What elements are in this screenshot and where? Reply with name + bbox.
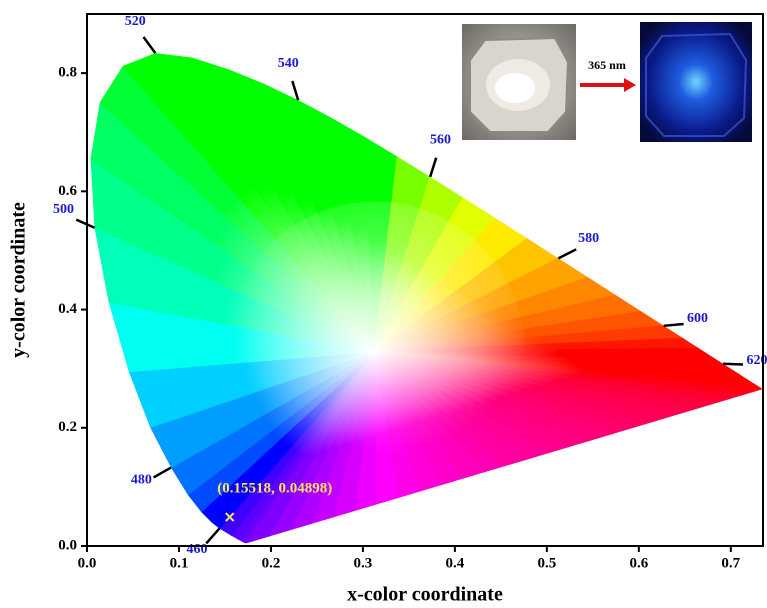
x-tick-label: 0.3: [354, 555, 373, 571]
x-tick-label: 0.6: [629, 555, 648, 571]
wavelength-tick: [664, 324, 684, 326]
y-tick-label: 0.6: [58, 183, 77, 199]
wavelength-tick: [154, 468, 171, 478]
chart: 4604805005205405605806006200.00.10.20.30…: [0, 0, 767, 608]
wavelength-label: 560: [430, 133, 451, 148]
wavelength-label: 580: [578, 231, 599, 246]
x-tick-label: 0.4: [446, 555, 465, 571]
y-tick-label: 0.2: [58, 419, 77, 435]
sample-powder: [495, 73, 535, 103]
point-label: (0.15518, 0.04898): [217, 480, 332, 496]
wavelength-label: 500: [53, 202, 74, 217]
photo-uv: [640, 22, 752, 142]
y-tick-label: 0.4: [58, 301, 77, 317]
x-tick-label: 0.1: [170, 555, 189, 571]
wavelength-tick: [558, 249, 576, 258]
x-tick-label: 0.7: [721, 555, 740, 571]
x-tick-label: 0.5: [537, 555, 556, 571]
x-tick-label: 0.0: [78, 555, 97, 571]
y-axis-label: y-color coordinate: [8, 202, 30, 358]
wavelength-tick: [76, 220, 94, 228]
inset: 365 nm: [462, 22, 752, 142]
y-tick-label: 0.8: [58, 65, 77, 81]
wavelength-tick: [143, 37, 155, 53]
wavelength-label: 480: [131, 473, 152, 488]
wavelength-label: 540: [278, 56, 299, 71]
y-tick-label: 0.0: [58, 537, 77, 553]
wavelength-tick: [292, 81, 298, 100]
wavelength-label: 460: [187, 542, 208, 557]
wavelength-tick: [206, 528, 219, 543]
x-tick-label: 0.2: [262, 555, 281, 571]
inset-label: 365 nm: [588, 58, 626, 72]
wavelength-tick: [723, 364, 743, 365]
wavelength-label: 600: [687, 311, 708, 326]
arrow-head: [624, 78, 636, 92]
wavelength-label: 520: [125, 14, 146, 29]
wavelength-tick: [430, 158, 436, 177]
x-axis-label: x-color coordinate: [347, 584, 503, 606]
white-glow: [225, 202, 525, 502]
